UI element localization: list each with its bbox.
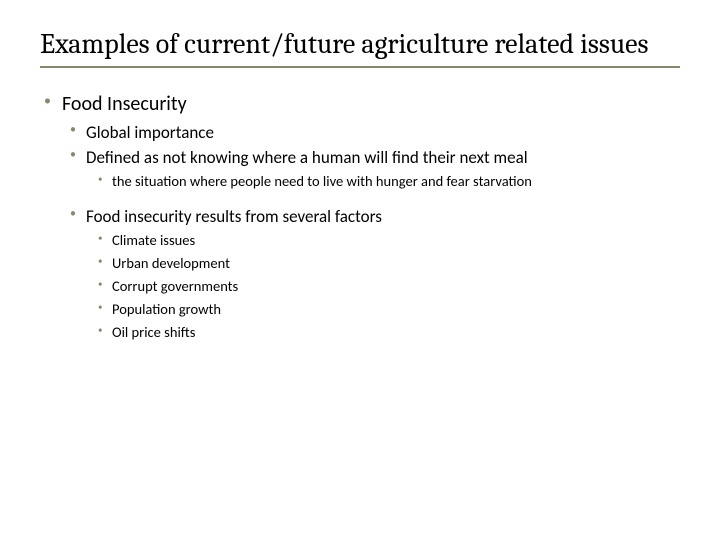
list-item: Defined as not knowing where a human wil… bbox=[62, 147, 680, 192]
list-item: Global importance bbox=[62, 122, 680, 143]
list-text: Urban development bbox=[112, 254, 230, 272]
title-block: Examples of current/future agriculture r… bbox=[40, 28, 680, 68]
list-text: Corrupt governments bbox=[112, 277, 238, 295]
list-text: Food Insecurity bbox=[62, 92, 187, 116]
content-list: Food Insecurity Global importance Define… bbox=[40, 92, 680, 343]
list-item: Urban development bbox=[86, 254, 680, 274]
sublist: Global importance Defined as not knowing… bbox=[62, 122, 680, 192]
list-item: Population growth bbox=[86, 300, 680, 320]
slide-title: Examples of current/future agriculture r… bbox=[40, 28, 680, 60]
list-text: Food insecurity results from several fac… bbox=[86, 206, 382, 227]
sublist: the situation where people need to live … bbox=[86, 172, 680, 192]
list-text: Population growth bbox=[112, 300, 221, 318]
list-item: Climate issues bbox=[86, 231, 680, 251]
list-text: Oil price shifts bbox=[112, 323, 195, 341]
sublist: Climate issues Urban development Corrupt… bbox=[86, 231, 680, 343]
list-text: the situation where people need to live … bbox=[112, 172, 532, 190]
list-item: Food insecurity results from several fac… bbox=[62, 206, 680, 343]
list-item: Corrupt governments bbox=[86, 277, 680, 297]
list-item: Oil price shifts bbox=[86, 323, 680, 343]
list-text: Climate issues bbox=[112, 231, 195, 249]
list-text: Global importance bbox=[86, 122, 214, 143]
slide: Examples of current/future agriculture r… bbox=[0, 0, 720, 540]
list-item: Food Insecurity Global importance Define… bbox=[40, 92, 680, 343]
list-item: the situation where people need to live … bbox=[86, 172, 680, 192]
list-text: Defined as not knowing where a human wil… bbox=[86, 147, 528, 168]
sublist: Food insecurity results from several fac… bbox=[62, 206, 680, 343]
